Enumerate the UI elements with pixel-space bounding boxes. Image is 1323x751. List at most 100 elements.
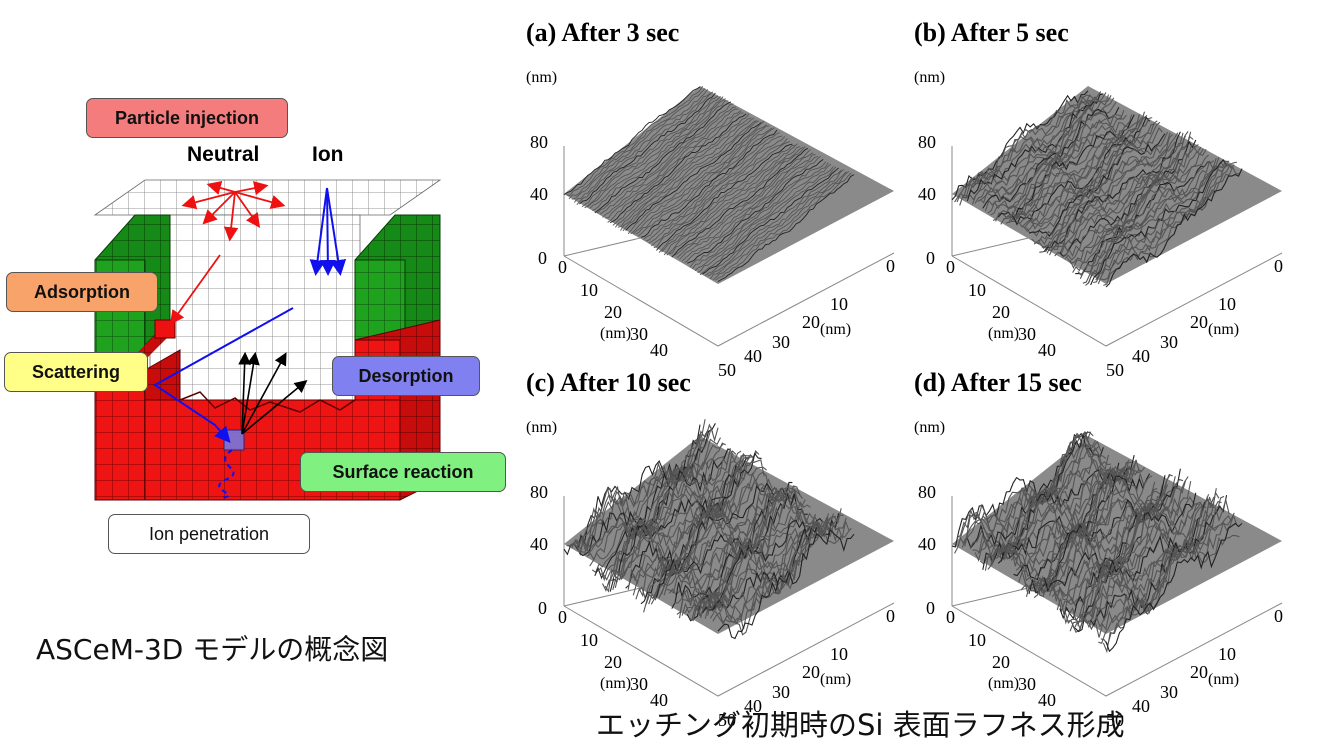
z-unit-label: (nm) <box>914 69 945 86</box>
x-tick-label: 50 <box>1106 360 1124 378</box>
mesh-line <box>679 154 816 260</box>
mesh-line <box>635 127 773 235</box>
mesh-line <box>1095 164 1232 281</box>
mesh-line <box>1093 160 1230 284</box>
mesh-line <box>712 170 850 281</box>
mesh-line <box>1077 160 1215 276</box>
mesh-line <box>1039 141 1176 253</box>
x-tick-label: 40 <box>650 340 668 360</box>
y-tick-label: 0 <box>1274 606 1283 626</box>
mesh-line <box>566 86 703 196</box>
mesh-line <box>663 145 801 256</box>
mesh-line <box>617 452 755 581</box>
mesh-line <box>990 114 1127 216</box>
mesh-line <box>687 159 824 264</box>
mesh-line <box>997 114 1135 218</box>
mesh-line <box>964 91 1102 199</box>
mesh-line <box>571 89 709 200</box>
mesh-line <box>1087 161 1225 284</box>
mesh-line <box>1090 158 1228 286</box>
scattering-label: Scattering <box>4 352 148 392</box>
z-tick-label: 80 <box>530 482 548 502</box>
mesh-line <box>982 107 1120 209</box>
mesh-line <box>1028 133 1166 237</box>
mesh-line <box>1067 501 1204 630</box>
mesh-line <box>573 92 711 203</box>
mesh-line <box>676 152 814 259</box>
mesh-line <box>581 95 719 208</box>
z-tick-label: 80 <box>918 132 936 152</box>
surface-reaction-label: Surface reaction <box>300 452 506 492</box>
adsorption-label: Adsorption <box>6 272 158 312</box>
mesh-line <box>1100 514 1238 647</box>
mesh-line <box>1046 132 1184 254</box>
mesh-line <box>630 466 768 585</box>
mesh-line <box>589 442 726 567</box>
mesh-line <box>951 90 1089 201</box>
mesh-line <box>1098 512 1235 645</box>
mesh-line <box>1095 514 1233 638</box>
x-tick-label: 0 <box>946 607 955 627</box>
mesh-line <box>694 163 832 271</box>
mesh-line <box>591 447 729 574</box>
mesh-line <box>671 492 808 609</box>
mesh-line <box>1082 491 1220 624</box>
mesh-line <box>1084 500 1222 629</box>
x-tick-label: 10 <box>968 280 986 300</box>
y-tick-label: 30 <box>1160 332 1178 352</box>
mesh-line <box>614 117 752 228</box>
y-tick-label: 0 <box>1274 256 1283 276</box>
x-tick-label: 30 <box>1018 674 1036 694</box>
mesh-line <box>620 452 757 576</box>
mesh-line <box>971 94 1110 205</box>
mesh-line <box>954 94 1091 203</box>
mesh-line <box>656 143 793 251</box>
x-tick-label: 10 <box>580 280 598 300</box>
surface-mesh <box>563 419 855 640</box>
mesh-line <box>1013 473 1151 581</box>
mesh-line <box>1061 503 1199 625</box>
y-tick-label: 20 <box>802 662 820 682</box>
mesh-line <box>1043 131 1181 252</box>
mesh-line <box>1072 154 1209 273</box>
mesh-line <box>607 453 745 586</box>
mesh-line <box>622 120 760 232</box>
y-tick-label: 20 <box>802 312 820 332</box>
mesh-line <box>592 100 729 211</box>
x-tick-label: 50 <box>718 360 736 378</box>
mesh-line <box>1054 131 1192 257</box>
mesh-line <box>605 110 742 219</box>
mesh-line <box>604 450 742 593</box>
x-tick-label: 50 <box>718 710 736 728</box>
mesh-line <box>648 486 786 605</box>
z-tick-label: 40 <box>530 184 548 204</box>
surface-mesh <box>951 90 1243 288</box>
y-tick-label: 40 <box>744 696 762 716</box>
mesh-line <box>658 144 796 253</box>
y-unit-label: (nm) <box>820 671 851 688</box>
panel-title: (d) After 15 sec <box>914 368 1082 397</box>
mesh-line <box>653 141 790 249</box>
mesh-line <box>984 112 1122 212</box>
roughness-caption: エッチング初期時のSi 表面ラフネス形成 <box>596 708 1125 742</box>
x-tick-label: 20 <box>992 302 1010 322</box>
mesh-line <box>671 147 809 258</box>
x-unit-label: (nm) <box>600 325 631 342</box>
mesh-line <box>997 454 1135 564</box>
mesh-line <box>1077 496 1215 626</box>
ion-arrows <box>153 187 347 499</box>
z-unit-label: (nm) <box>914 419 945 436</box>
y-tick-label: 40 <box>1132 346 1150 366</box>
green-wall-right <box>354 214 441 341</box>
y-tick-label: 40 <box>1132 696 1150 716</box>
mesh-line <box>1051 476 1189 604</box>
desorption-label: Desorption <box>332 356 480 396</box>
z-tick-label: 80 <box>530 132 548 152</box>
mesh-line <box>669 146 806 255</box>
mesh-line <box>1082 157 1220 284</box>
mesh-line <box>714 527 852 636</box>
mesh-line <box>658 487 796 599</box>
mesh-line <box>1069 149 1207 270</box>
